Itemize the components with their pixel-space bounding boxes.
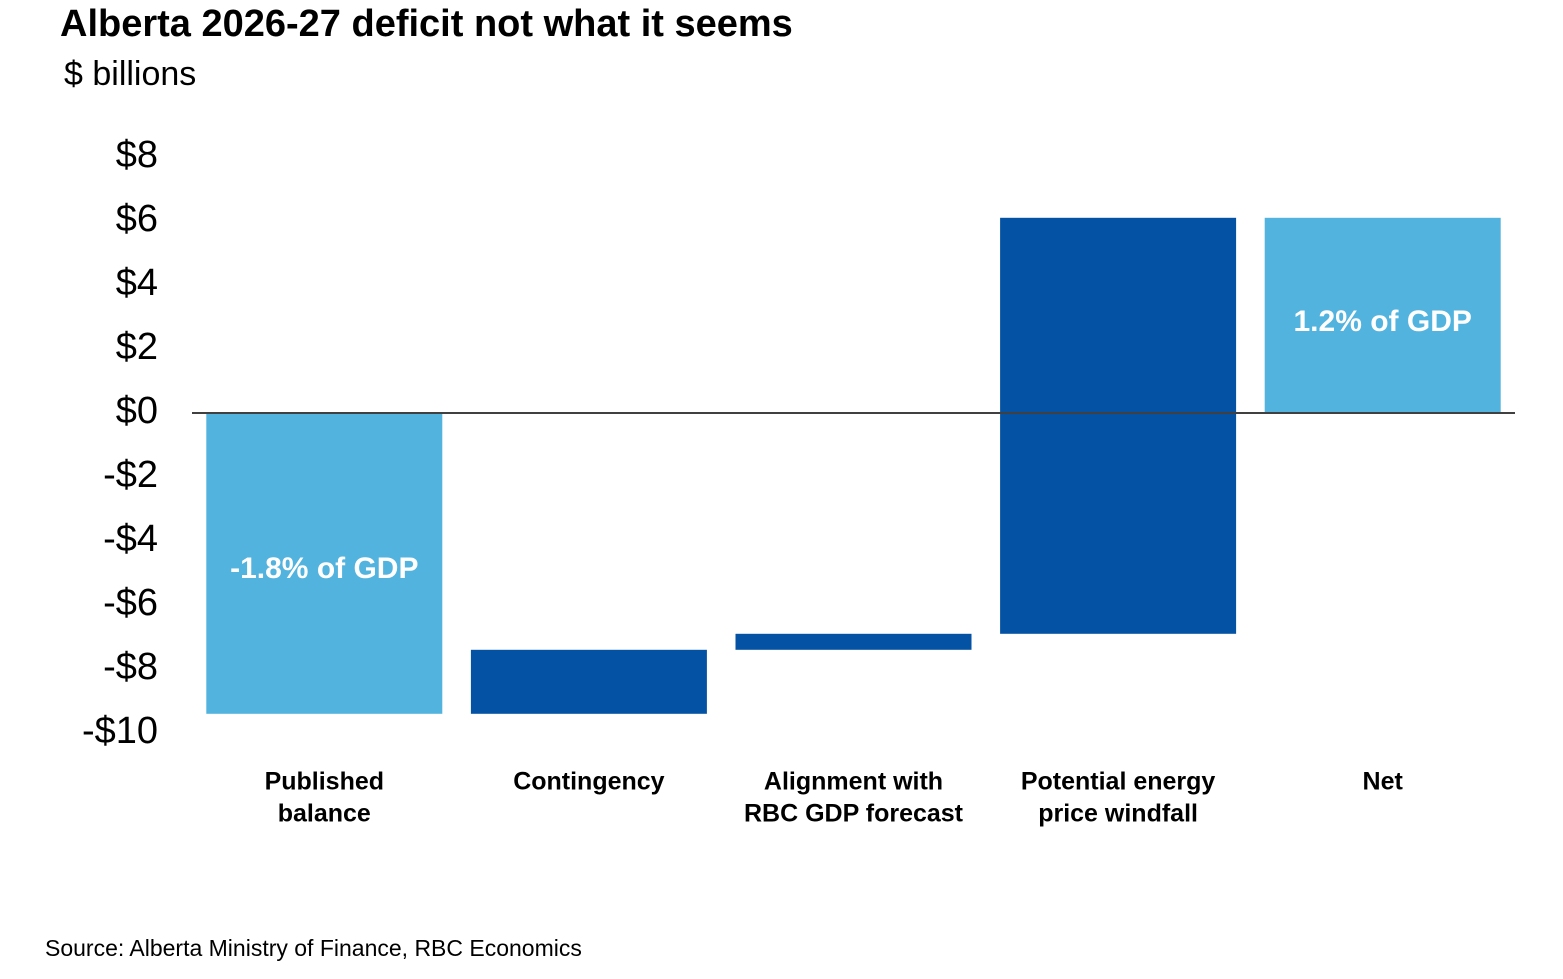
- bar: [1000, 217, 1237, 634]
- x-tick-label: Potential energy: [1021, 768, 1216, 796]
- y-tick-label: -$4: [103, 518, 158, 560]
- bar: [735, 633, 972, 650]
- y-tick-label: $2: [116, 326, 158, 368]
- bar: [206, 413, 443, 714]
- y-tick-label: -$6: [103, 582, 158, 624]
- x-tick-label: Alignment with: [764, 768, 943, 796]
- y-tick-label: -$2: [103, 454, 158, 496]
- chart-subtitle: $ billions: [64, 55, 196, 93]
- x-tick-label: RBC GDP forecast: [744, 800, 964, 828]
- chart-title: Alberta 2026-27 deficit not what it seem…: [60, 3, 793, 45]
- y-tick-label: $8: [116, 134, 158, 176]
- bar: [470, 649, 707, 714]
- x-tick-label: Published: [265, 768, 384, 796]
- y-tick-label: -$10: [82, 710, 158, 752]
- bar-annotation: 1.2% of GDP: [1294, 305, 1472, 338]
- x-tick-label: price windfall: [1038, 800, 1198, 828]
- y-tick-label: $0: [116, 390, 158, 432]
- y-tick-label: -$8: [103, 646, 158, 688]
- y-tick-label: $4: [116, 262, 158, 304]
- x-tick-label: Contingency: [513, 768, 664, 796]
- bar-annotation: -1.8% of GDP: [230, 552, 418, 585]
- y-tick-label: $6: [116, 198, 158, 240]
- x-tick-label: Net: [1363, 768, 1404, 796]
- source-note: Source: Alberta Ministry of Finance, RBC…: [45, 935, 582, 961]
- x-tick-label: balance: [278, 800, 371, 828]
- bar: [1264, 217, 1501, 413]
